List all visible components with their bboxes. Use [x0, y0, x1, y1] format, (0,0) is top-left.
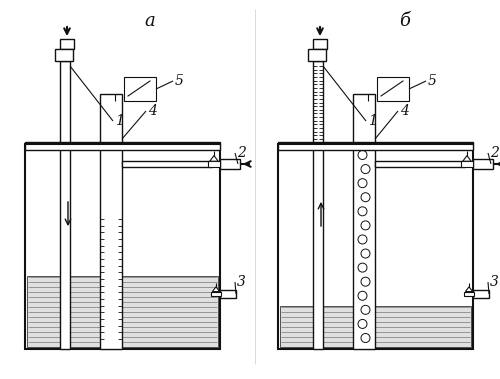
Text: 3: 3	[237, 275, 246, 289]
Polygon shape	[210, 156, 218, 161]
Bar	[280, 306, 471, 347]
Bar	[122, 161, 212, 167]
Text: 5: 5	[175, 74, 184, 88]
Bar	[60, 61, 70, 144]
Text: 5: 5	[428, 74, 437, 88]
Bar	[473, 290, 489, 298]
Bar	[375, 161, 465, 167]
Bar	[278, 142, 473, 150]
Bar	[464, 291, 474, 296]
Bar	[55, 49, 73, 61]
Bar	[377, 77, 409, 101]
Bar	[60, 39, 74, 49]
Polygon shape	[463, 156, 471, 161]
Bar	[27, 276, 218, 347]
Bar	[353, 144, 375, 349]
Bar	[208, 161, 220, 167]
Text: 3: 3	[490, 275, 499, 289]
Text: 1: 1	[115, 114, 124, 128]
Text: а: а	[144, 12, 156, 30]
Bar	[313, 61, 323, 144]
Polygon shape	[466, 287, 472, 291]
Bar	[313, 144, 323, 349]
Bar	[353, 94, 375, 144]
Bar	[313, 39, 327, 49]
Bar	[462, 161, 472, 167]
Text: 4: 4	[148, 104, 157, 118]
Text: б: б	[400, 12, 410, 30]
Text: 2: 2	[237, 146, 246, 160]
Bar	[25, 142, 220, 150]
Text: 1: 1	[368, 114, 377, 128]
Bar	[60, 144, 70, 349]
Bar	[220, 159, 240, 169]
Bar	[100, 144, 122, 349]
Bar	[124, 77, 156, 101]
Text: 4: 4	[400, 104, 409, 118]
Bar	[278, 144, 473, 349]
Bar	[25, 144, 220, 349]
Bar	[100, 94, 122, 144]
Bar	[220, 290, 236, 298]
Polygon shape	[212, 287, 220, 291]
Bar	[308, 49, 326, 61]
Text: 2: 2	[490, 146, 499, 160]
Bar	[211, 291, 221, 296]
Bar	[102, 291, 120, 347]
Bar	[473, 159, 493, 169]
